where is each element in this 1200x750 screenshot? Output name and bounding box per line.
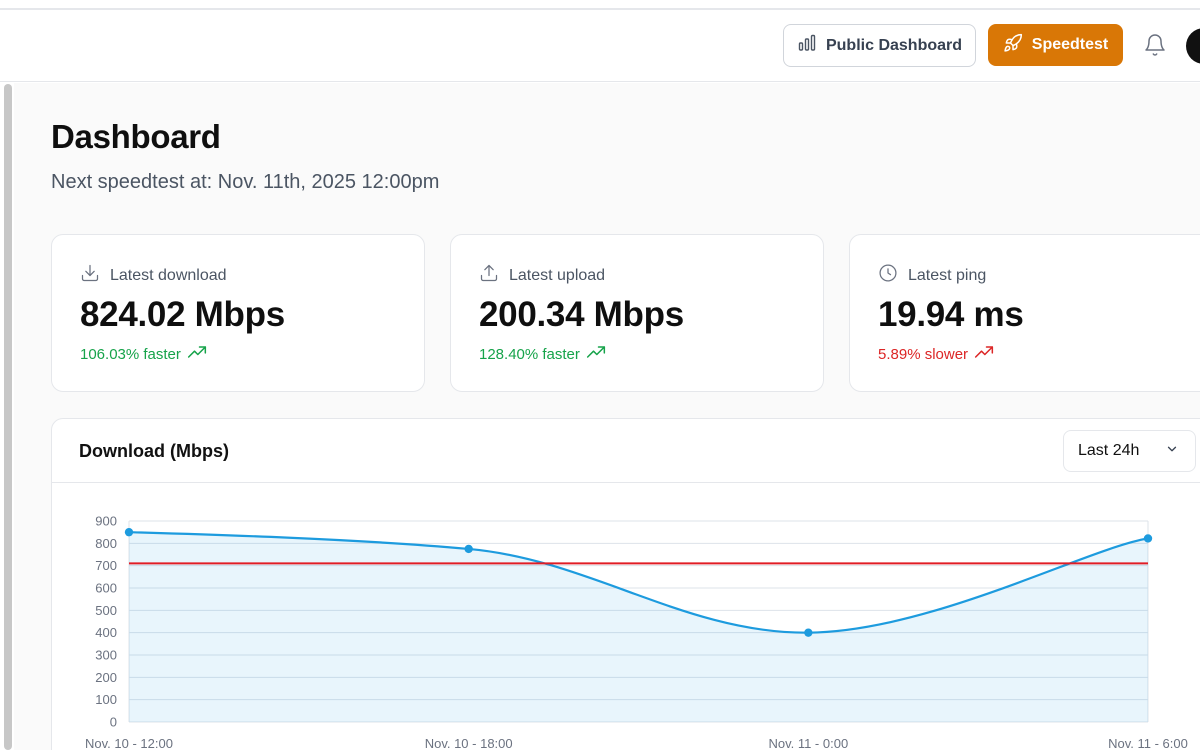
stat-value: 200.34 Mbps — [479, 295, 684, 334]
y-tick-label: 500 — [95, 603, 117, 618]
data-point — [804, 628, 813, 637]
top-bar: Public Dashboard Speedtest — [0, 0, 1200, 82]
y-tick-label: 800 — [95, 536, 117, 551]
next-speedtest-text: Next speedtest at: Nov. 11th, 2025 12:00… — [51, 171, 440, 193]
data-point — [464, 544, 473, 554]
x-tick-label: Nov. 11 - 6:00 — [1108, 736, 1188, 750]
stat-delta-text: 5.89% slower — [878, 345, 969, 363]
download-stat-card: Latest download 824.02 Mbps 106.03% fast… — [51, 234, 425, 392]
public-dashboard-button[interactable]: Public Dashboard — [783, 24, 976, 67]
stat-delta-text: 106.03% faster — [80, 345, 181, 363]
time-range-value: Last 24h — [1078, 442, 1140, 459]
clock-icon — [878, 263, 898, 288]
chart-title: Download (Mbps) — [79, 441, 229, 461]
download-chart-card: Download (Mbps) Last 24h — [51, 418, 1200, 750]
chevron-down-icon — [1165, 442, 1179, 461]
x-tick-label: Nov. 10 - 18:00 — [425, 736, 513, 750]
rocket-icon — [1003, 33, 1023, 58]
scrollbar[interactable] — [4, 84, 12, 750]
x-tick-label: Nov. 10 - 12:00 — [85, 736, 173, 750]
trending-up-icon — [974, 345, 994, 363]
data-point — [124, 527, 134, 537]
y-tick-label: 0 — [110, 715, 117, 730]
speedtest-label: Speedtest — [1031, 36, 1109, 53]
stat-label: Latest upload — [509, 266, 606, 284]
stat-delta: 5.89% slower — [878, 345, 994, 363]
top-edge-divider — [0, 8, 1200, 10]
bar-chart-icon — [797, 33, 817, 58]
avatar[interactable] — [1186, 28, 1200, 64]
download-icon — [80, 263, 100, 288]
time-range-select[interactable]: Last 24h — [1063, 430, 1196, 472]
stat-label: Latest download — [110, 266, 227, 284]
speedtest-button[interactable]: Speedtest — [988, 24, 1123, 66]
y-tick-label: 100 — [95, 692, 117, 707]
trending-up-icon — [187, 345, 207, 363]
page-title: Dashboard — [51, 118, 221, 155]
stat-value: 824.02 Mbps — [80, 295, 285, 334]
stat-label: Latest ping — [908, 266, 987, 284]
y-tick-label: 400 — [95, 625, 117, 640]
stat-value: 19.94 ms — [878, 295, 1024, 334]
y-tick-label: 300 — [95, 648, 117, 663]
x-tick-label: Nov. 11 - 0:00 — [768, 736, 848, 750]
stat-delta: 128.40% faster — [479, 345, 606, 363]
bell-icon[interactable] — [1143, 33, 1167, 57]
series-area — [129, 532, 1148, 722]
stat-delta: 106.03% faster — [80, 345, 207, 363]
series-line — [128, 531, 1149, 634]
y-tick-label: 700 — [95, 558, 117, 573]
chart-header: Download (Mbps) Last 24h — [52, 419, 1200, 483]
ping-stat-card: Latest ping 19.94 ms 5.89% slower — [849, 234, 1200, 392]
data-point — [1143, 534, 1153, 543]
y-tick-label: 900 — [95, 514, 117, 529]
stat-delta-text: 128.40% faster — [479, 345, 580, 363]
trending-up-icon — [586, 345, 606, 363]
upload-icon — [479, 263, 499, 288]
public-dashboard-label: Public Dashboard — [825, 36, 963, 54]
y-tick-label: 600 — [95, 581, 117, 596]
y-tick-label: 200 — [95, 670, 117, 685]
upload-stat-card: Latest upload 200.34 Mbps 128.40% faster — [450, 234, 824, 392]
